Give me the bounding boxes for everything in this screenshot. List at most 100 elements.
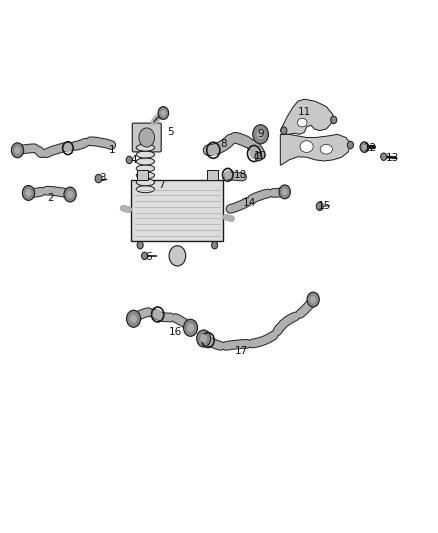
- FancyArrowPatch shape: [235, 138, 247, 142]
- Circle shape: [197, 330, 211, 347]
- Text: 14: 14: [243, 198, 256, 207]
- Text: 12: 12: [364, 143, 377, 153]
- Circle shape: [137, 241, 143, 249]
- FancyArrowPatch shape: [235, 138, 247, 142]
- FancyArrowPatch shape: [154, 117, 159, 122]
- Bar: [137, 170, 148, 180]
- Circle shape: [161, 110, 166, 116]
- Bar: [131, 180, 223, 241]
- FancyArrowPatch shape: [228, 175, 243, 177]
- Text: 6: 6: [145, 252, 152, 262]
- FancyArrowPatch shape: [206, 340, 221, 346]
- FancyArrowPatch shape: [226, 344, 247, 346]
- Text: 2: 2: [47, 193, 54, 203]
- Circle shape: [158, 107, 169, 119]
- Circle shape: [310, 296, 316, 303]
- FancyArrowPatch shape: [273, 192, 282, 193]
- Ellipse shape: [169, 246, 186, 266]
- Circle shape: [64, 144, 71, 152]
- FancyArrowPatch shape: [31, 192, 41, 193]
- Text: 13: 13: [385, 153, 399, 163]
- Circle shape: [200, 334, 207, 343]
- Circle shape: [95, 174, 102, 183]
- Circle shape: [14, 147, 21, 154]
- FancyArrowPatch shape: [277, 317, 295, 332]
- FancyArrowPatch shape: [20, 148, 35, 150]
- Ellipse shape: [297, 118, 307, 127]
- FancyArrowPatch shape: [230, 202, 247, 209]
- FancyArrowPatch shape: [300, 302, 311, 314]
- Polygon shape: [280, 99, 333, 134]
- FancyArrowPatch shape: [153, 313, 170, 318]
- FancyArrowPatch shape: [39, 151, 41, 154]
- FancyArrowPatch shape: [252, 335, 274, 343]
- FancyArrowPatch shape: [176, 318, 188, 326]
- Circle shape: [184, 319, 198, 336]
- FancyArrowPatch shape: [252, 193, 268, 199]
- FancyArrowPatch shape: [252, 193, 268, 199]
- FancyArrowPatch shape: [252, 335, 274, 343]
- FancyArrowPatch shape: [136, 312, 148, 317]
- FancyArrowPatch shape: [75, 143, 85, 146]
- Text: 1: 1: [108, 146, 115, 155]
- Circle shape: [139, 128, 155, 147]
- Circle shape: [331, 116, 337, 124]
- Circle shape: [130, 314, 137, 323]
- Circle shape: [141, 252, 148, 260]
- FancyArrowPatch shape: [31, 192, 41, 193]
- Circle shape: [22, 185, 35, 200]
- Circle shape: [11, 143, 24, 158]
- Ellipse shape: [136, 179, 155, 186]
- FancyArrowPatch shape: [228, 175, 243, 177]
- Text: 3: 3: [99, 173, 106, 183]
- FancyArrowPatch shape: [230, 202, 247, 209]
- FancyArrowPatch shape: [277, 317, 295, 332]
- FancyArrowPatch shape: [153, 313, 170, 318]
- Circle shape: [250, 148, 258, 159]
- Ellipse shape: [320, 144, 332, 154]
- Ellipse shape: [300, 141, 313, 152]
- FancyArrowPatch shape: [252, 145, 260, 155]
- FancyArrowPatch shape: [90, 141, 111, 145]
- Ellipse shape: [136, 151, 155, 158]
- FancyArrowPatch shape: [208, 140, 230, 150]
- FancyArrowPatch shape: [154, 117, 159, 122]
- Circle shape: [224, 171, 231, 179]
- Circle shape: [360, 142, 369, 152]
- Text: 8: 8: [220, 139, 227, 149]
- Circle shape: [187, 324, 194, 332]
- FancyArrowPatch shape: [46, 147, 70, 154]
- Circle shape: [208, 145, 218, 156]
- FancyArrowPatch shape: [273, 192, 282, 193]
- Bar: [207, 170, 218, 180]
- FancyArrowPatch shape: [208, 140, 230, 150]
- FancyArrowPatch shape: [123, 208, 129, 209]
- FancyArrowPatch shape: [226, 217, 232, 219]
- FancyArrowPatch shape: [300, 302, 311, 314]
- Text: 17: 17: [235, 346, 248, 356]
- Ellipse shape: [136, 186, 155, 192]
- Ellipse shape: [136, 172, 155, 179]
- Text: 5: 5: [167, 127, 174, 137]
- Polygon shape: [280, 134, 350, 165]
- Ellipse shape: [136, 144, 155, 151]
- Circle shape: [64, 187, 76, 202]
- Text: 7: 7: [158, 181, 165, 190]
- Circle shape: [281, 127, 287, 134]
- Circle shape: [381, 153, 387, 160]
- Circle shape: [67, 191, 73, 198]
- Circle shape: [347, 141, 353, 149]
- FancyArrowPatch shape: [46, 191, 67, 193]
- Circle shape: [25, 189, 32, 197]
- Text: 16: 16: [169, 327, 182, 336]
- Text: 15: 15: [318, 201, 331, 211]
- Circle shape: [282, 189, 287, 195]
- FancyArrowPatch shape: [46, 147, 70, 154]
- FancyArrowPatch shape: [75, 143, 85, 146]
- Circle shape: [153, 309, 162, 320]
- Circle shape: [253, 125, 268, 144]
- FancyArrowPatch shape: [176, 318, 188, 326]
- Circle shape: [316, 202, 323, 211]
- Ellipse shape: [136, 165, 155, 172]
- FancyArrowPatch shape: [252, 145, 260, 155]
